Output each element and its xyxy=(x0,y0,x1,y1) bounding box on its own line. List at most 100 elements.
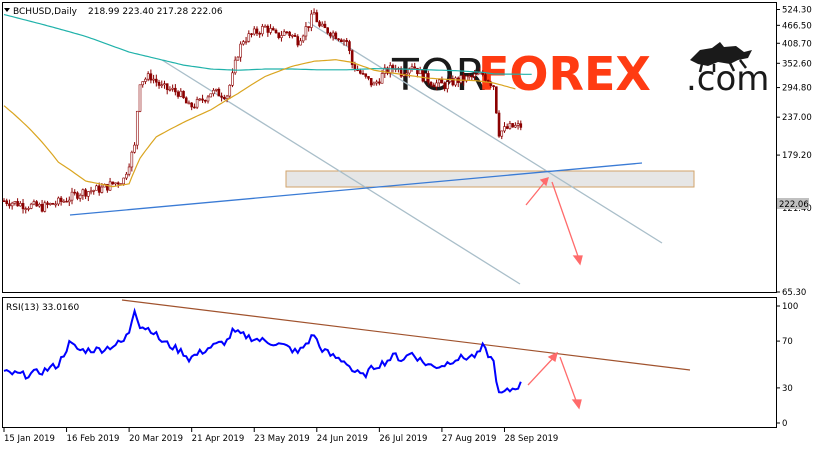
candle xyxy=(255,26,259,37)
candle xyxy=(484,72,487,82)
candle xyxy=(301,34,305,43)
candle xyxy=(266,24,270,37)
candle xyxy=(369,78,373,88)
candle xyxy=(179,88,183,98)
candle xyxy=(285,31,289,35)
rsi-tick-label: 70 xyxy=(782,337,793,347)
candle xyxy=(421,68,425,83)
candle xyxy=(277,32,281,40)
candle xyxy=(84,188,87,200)
candle xyxy=(57,196,60,207)
candle xyxy=(10,201,14,210)
x-tick-label: 16 Feb 2019 xyxy=(67,434,120,444)
candle xyxy=(380,69,384,84)
candle xyxy=(258,31,261,38)
candle xyxy=(125,171,128,181)
candle xyxy=(160,80,164,89)
candle xyxy=(114,182,117,186)
price-candles xyxy=(2,8,523,214)
candle xyxy=(345,37,349,46)
candle xyxy=(242,40,245,46)
candle xyxy=(73,189,77,196)
candle xyxy=(312,8,316,15)
price-tick-label: 65.30 xyxy=(782,288,806,298)
candle xyxy=(89,186,93,195)
candle xyxy=(209,93,213,98)
candle xyxy=(214,88,218,93)
candle xyxy=(361,70,365,75)
candle xyxy=(217,87,221,97)
candle xyxy=(19,201,22,207)
candle xyxy=(108,177,112,191)
rsi-tick-label: 30 xyxy=(782,384,793,394)
candle xyxy=(331,30,335,41)
candle xyxy=(21,198,25,214)
candle xyxy=(97,182,101,196)
candle xyxy=(296,34,300,48)
candle xyxy=(432,82,436,88)
price-tick-label: 408.70 xyxy=(782,39,812,49)
candle xyxy=(239,41,242,62)
candle xyxy=(511,123,514,128)
candle xyxy=(378,78,381,86)
dropdown-triangle-icon[interactable] xyxy=(4,8,10,12)
candle xyxy=(342,38,346,46)
candle xyxy=(495,86,498,114)
candle xyxy=(388,62,392,78)
candle xyxy=(233,56,237,75)
candle xyxy=(54,200,57,208)
candle xyxy=(320,21,324,27)
candle xyxy=(16,198,19,207)
candle xyxy=(8,199,11,209)
candle xyxy=(470,74,474,81)
price-pane-frame xyxy=(2,2,777,293)
x-tick-label: 20 Mar 2019 xyxy=(129,434,183,444)
candle xyxy=(413,62,417,69)
candle xyxy=(51,202,55,205)
candle xyxy=(269,24,272,35)
candle xyxy=(92,189,96,195)
candle xyxy=(149,69,153,84)
candle xyxy=(372,81,376,86)
x-tick-label: 28 Sep 2019 xyxy=(504,434,558,444)
candle xyxy=(225,94,229,103)
candle xyxy=(291,34,294,39)
candle xyxy=(231,68,234,88)
forecast-arrows-rsi xyxy=(527,351,582,410)
price-y-axis: 524.30 466.50 408.70 352.60 294.80 237.00 179.… xyxy=(776,5,812,298)
candle xyxy=(116,181,120,188)
candle xyxy=(386,66,389,76)
candle xyxy=(135,110,139,150)
candle xyxy=(43,200,47,213)
candle xyxy=(193,103,196,109)
candle xyxy=(304,22,308,41)
x-tick-label: 21 Apr 2019 xyxy=(192,434,245,444)
candle xyxy=(81,188,85,200)
candle xyxy=(24,206,28,214)
candle xyxy=(87,191,90,202)
candle xyxy=(48,202,52,206)
candle xyxy=(375,79,378,86)
candle xyxy=(252,26,256,36)
candle xyxy=(299,37,302,46)
candle xyxy=(337,38,340,42)
rsi-pane-frame xyxy=(2,297,777,428)
candle xyxy=(383,64,387,78)
bull-logo-icon xyxy=(690,42,752,73)
candle xyxy=(5,198,9,207)
candle xyxy=(187,100,191,105)
candle xyxy=(144,77,147,85)
candle xyxy=(59,195,63,206)
candle xyxy=(467,73,471,81)
watermark: TOR FOREX .com xyxy=(391,42,769,101)
x-tick-label: 23 May 2019 xyxy=(254,434,309,444)
price-tick-label: 524.30 xyxy=(782,5,812,15)
candle xyxy=(32,199,36,206)
candle xyxy=(307,26,310,32)
candle xyxy=(2,198,6,203)
candle xyxy=(212,88,215,97)
candle xyxy=(318,20,321,28)
candle xyxy=(519,120,523,131)
ohlc-header: 218.99 223.40 217.28 222.06 xyxy=(88,7,223,17)
candle xyxy=(46,200,49,209)
